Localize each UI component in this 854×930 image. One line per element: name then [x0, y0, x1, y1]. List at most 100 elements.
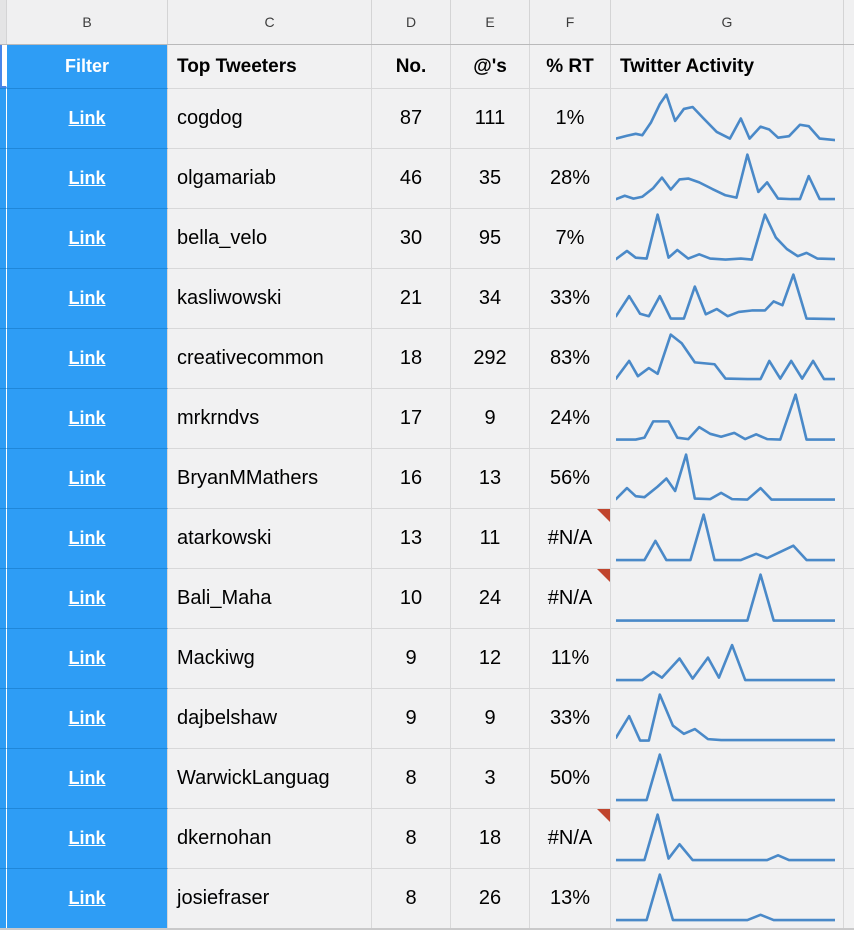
link-cell[interactable]: Link [7, 448, 168, 508]
tweet-count-cell[interactable]: 9 [372, 628, 451, 688]
link[interactable]: Link [68, 348, 106, 368]
twitter-activity-sparkline-cell[interactable] [611, 748, 844, 808]
column-header-b[interactable]: B [7, 0, 168, 44]
tweeter-name-cell[interactable]: creativecommon [168, 328, 372, 388]
tweet-count-cell[interactable]: 8 [372, 808, 451, 868]
ats-header-cell[interactable]: @'s [451, 45, 530, 88]
link[interactable]: Link [68, 528, 106, 548]
tweet-count-cell[interactable]: 13 [372, 508, 451, 568]
mentions-count-cell[interactable]: 95 [451, 208, 530, 268]
link[interactable]: Link [68, 288, 106, 308]
column-header-e[interactable]: E [451, 0, 530, 44]
tweet-count-cell[interactable]: 18 [372, 328, 451, 388]
tweet-count-cell[interactable]: 10 [372, 568, 451, 628]
tweet-count-cell[interactable]: 8 [372, 748, 451, 808]
column-header-a-sliver[interactable] [0, 0, 7, 44]
twitter-activity-sparkline-cell[interactable] [611, 808, 844, 868]
mentions-count-cell[interactable]: 26 [451, 868, 530, 928]
twitter-activity-sparkline-cell[interactable] [611, 208, 844, 268]
selected-cell-corner[interactable] [0, 45, 7, 88]
mentions-count-cell[interactable]: 13 [451, 448, 530, 508]
retweet-pct-cell[interactable]: 28% [530, 148, 611, 208]
twitter-activity-sparkline-cell[interactable] [611, 568, 844, 628]
tweeter-name-cell[interactable]: olgamariab [168, 148, 372, 208]
link-cell[interactable]: Link [7, 508, 168, 568]
retweet-pct-cell[interactable]: #N/A [530, 808, 611, 868]
link-cell[interactable]: Link [7, 88, 168, 148]
link[interactable]: Link [68, 708, 106, 728]
tweeter-name-cell[interactable]: WarwickLanguag [168, 748, 372, 808]
mentions-count-cell[interactable]: 292 [451, 328, 530, 388]
tweeter-name-cell[interactable]: josiefraser [168, 868, 372, 928]
link[interactable]: Link [68, 648, 106, 668]
top-tweeters-header-cell[interactable]: Top Tweeters [168, 45, 372, 88]
link[interactable]: Link [68, 888, 106, 908]
twitter-activity-header-cell[interactable]: Twitter Activity [611, 45, 844, 88]
link[interactable]: Link [68, 408, 106, 428]
twitter-activity-sparkline-cell[interactable] [611, 628, 844, 688]
twitter-activity-sparkline-cell[interactable] [611, 388, 844, 448]
link-cell[interactable]: Link [7, 868, 168, 928]
column-header-h-sliver[interactable] [844, 0, 854, 44]
tweet-count-cell[interactable]: 30 [372, 208, 451, 268]
mentions-count-cell[interactable]: 9 [451, 688, 530, 748]
mentions-count-cell[interactable]: 3 [451, 748, 530, 808]
retweet-pct-cell[interactable]: 56% [530, 448, 611, 508]
link[interactable]: Link [68, 468, 106, 488]
link[interactable]: Link [68, 828, 106, 848]
column-header-f[interactable]: F [530, 0, 611, 44]
link-cell[interactable]: Link [7, 748, 168, 808]
link-cell[interactable]: Link [7, 568, 168, 628]
column-header-g[interactable]: G [611, 0, 844, 44]
retweet-pct-cell[interactable]: 13% [530, 868, 611, 928]
tweet-count-cell[interactable]: 16 [372, 448, 451, 508]
tweeter-name-cell[interactable]: dkernohan [168, 808, 372, 868]
tweet-count-cell[interactable]: 8 [372, 868, 451, 928]
header-h-sliver-cell[interactable] [844, 45, 854, 88]
mentions-count-cell[interactable]: 11 [451, 508, 530, 568]
retweet-pct-cell[interactable]: #N/A [530, 568, 611, 628]
mentions-count-cell[interactable]: 111 [451, 88, 530, 148]
column-header-c[interactable]: C [168, 0, 372, 44]
link-cell[interactable]: Link [7, 388, 168, 448]
twitter-activity-sparkline-cell[interactable] [611, 268, 844, 328]
mentions-count-cell[interactable]: 35 [451, 148, 530, 208]
link-cell[interactable]: Link [7, 208, 168, 268]
link[interactable]: Link [68, 768, 106, 788]
twitter-activity-sparkline-cell[interactable] [611, 328, 844, 388]
tweet-count-cell[interactable]: 17 [372, 388, 451, 448]
tweeter-name-cell[interactable]: kasliwowski [168, 268, 372, 328]
tweet-count-cell[interactable]: 9 [372, 688, 451, 748]
retweet-pct-cell[interactable]: 33% [530, 688, 611, 748]
link-cell[interactable]: Link [7, 268, 168, 328]
tweeter-name-cell[interactable]: cogdog [168, 88, 372, 148]
link-cell[interactable]: Link [7, 328, 168, 388]
link-cell[interactable]: Link [7, 808, 168, 868]
tweeter-name-cell[interactable]: BryanMMathers [168, 448, 372, 508]
tweeter-name-cell[interactable]: Mackiwg [168, 628, 372, 688]
link[interactable]: Link [68, 228, 106, 248]
tweeter-name-cell[interactable]: bella_velo [168, 208, 372, 268]
retweet-pct-cell[interactable]: 7% [530, 208, 611, 268]
twitter-activity-sparkline-cell[interactable] [611, 868, 844, 928]
twitter-activity-sparkline-cell[interactable] [611, 448, 844, 508]
tweeter-name-cell[interactable]: mrkrndvs [168, 388, 372, 448]
twitter-activity-sparkline-cell[interactable] [611, 508, 844, 568]
twitter-activity-sparkline-cell[interactable] [611, 148, 844, 208]
link[interactable]: Link [68, 168, 106, 188]
no-header-cell[interactable]: No. [372, 45, 451, 88]
tweet-count-cell[interactable]: 21 [372, 268, 451, 328]
tweeter-name-cell[interactable]: dajbelshaw [168, 688, 372, 748]
rt-header-cell[interactable]: % RT [530, 45, 611, 88]
mentions-count-cell[interactable]: 12 [451, 628, 530, 688]
tweeter-name-cell[interactable]: atarkowski [168, 508, 372, 568]
retweet-pct-cell[interactable]: 24% [530, 388, 611, 448]
retweet-pct-cell[interactable]: 11% [530, 628, 611, 688]
retweet-pct-cell[interactable]: 83% [530, 328, 611, 388]
tweet-count-cell[interactable]: 87 [372, 88, 451, 148]
link-cell[interactable]: Link [7, 628, 168, 688]
filter-header-cell[interactable]: Filter [7, 45, 168, 88]
link-cell[interactable]: Link [7, 688, 168, 748]
mentions-count-cell[interactable]: 18 [451, 808, 530, 868]
column-header-d[interactable]: D [372, 0, 451, 44]
